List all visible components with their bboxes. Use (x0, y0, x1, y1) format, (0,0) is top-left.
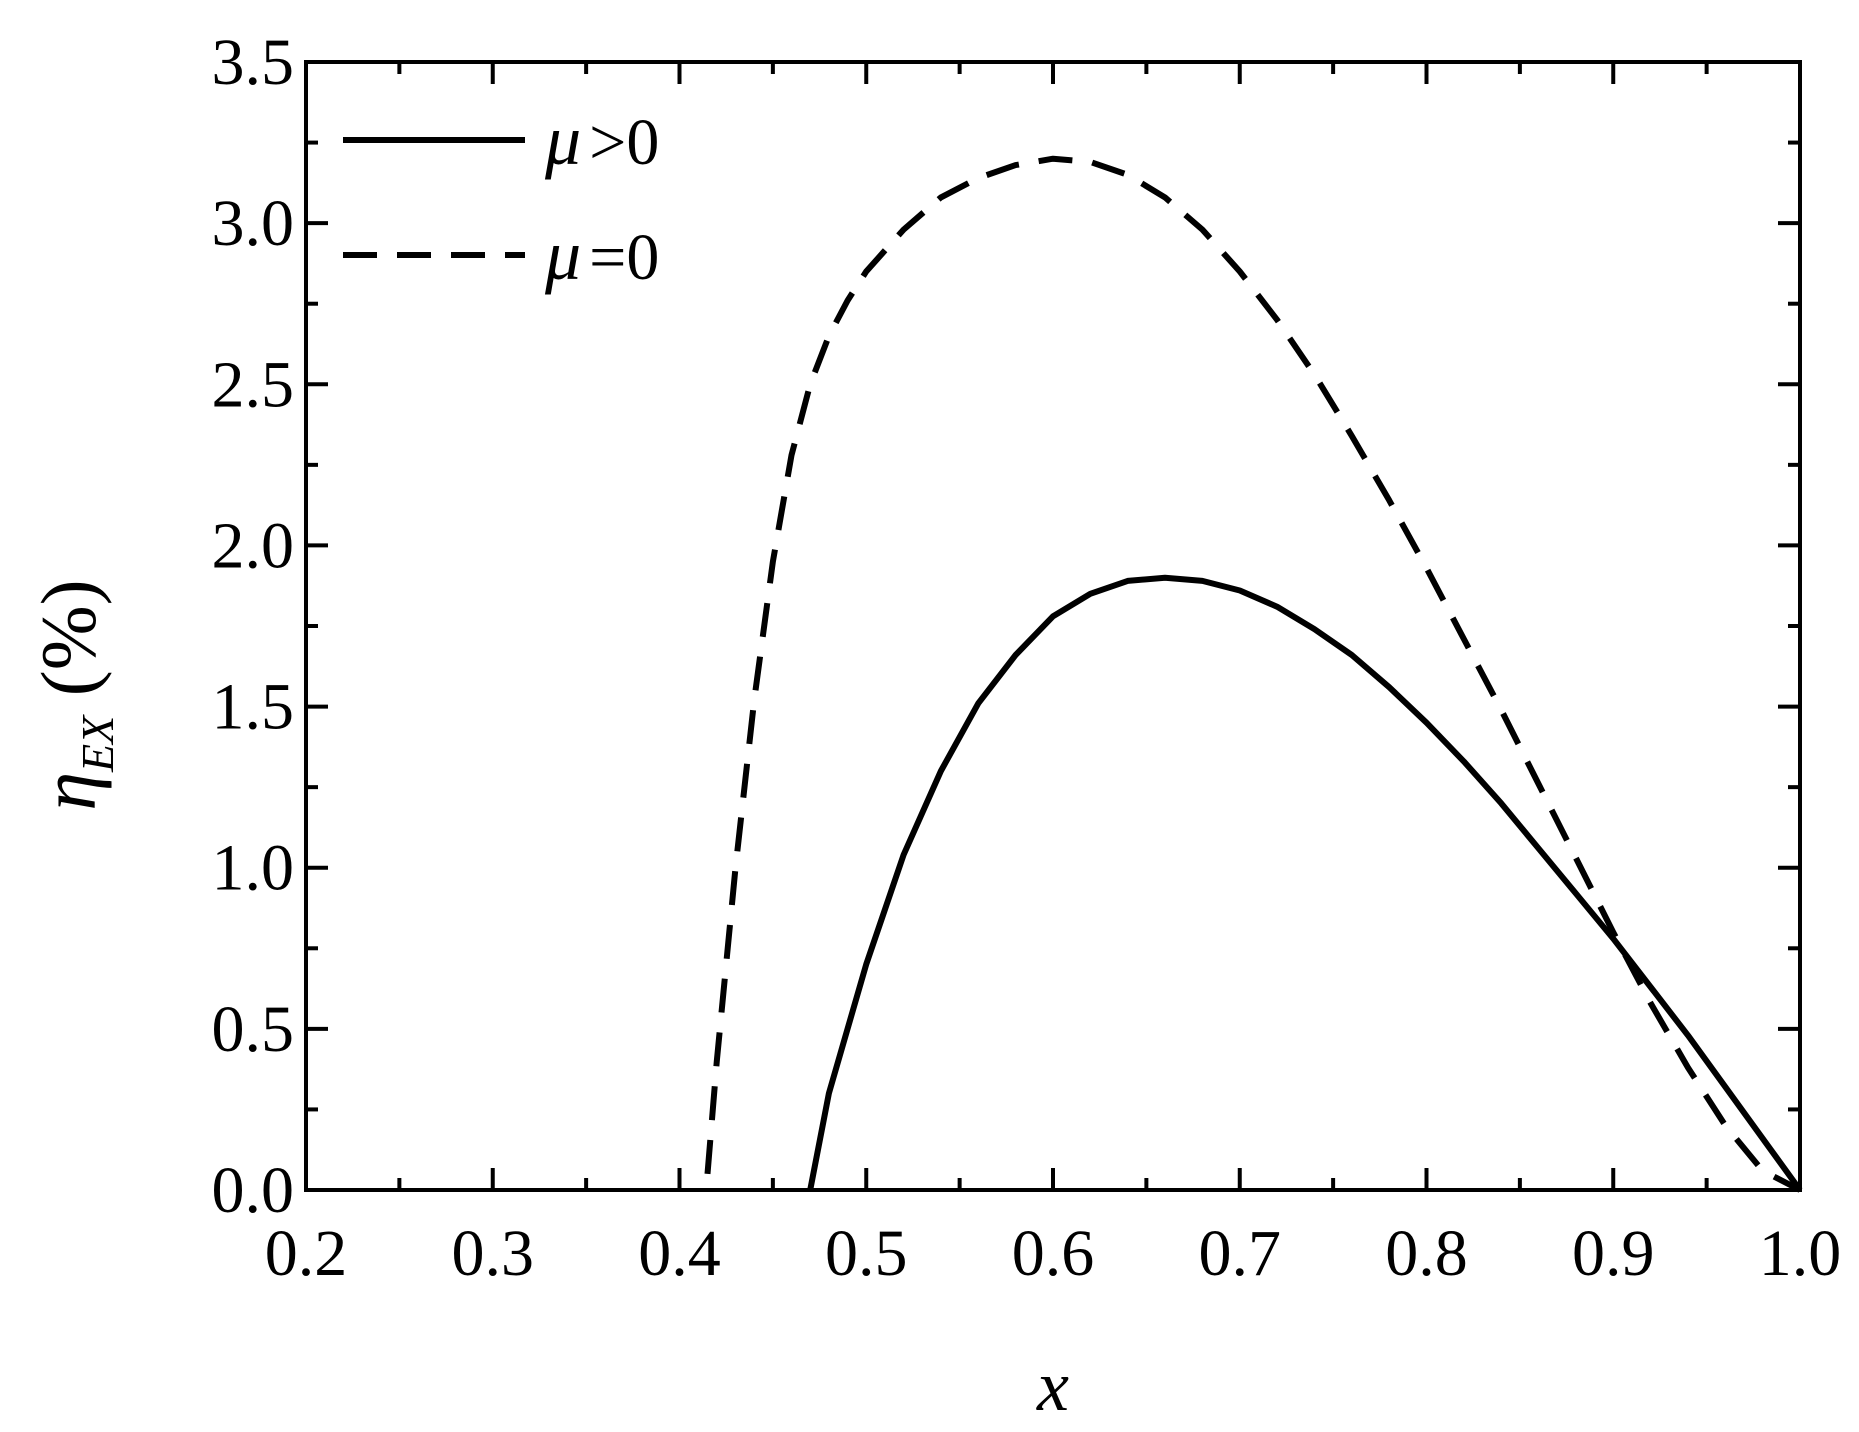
legend-label: μ >0 (544, 100, 659, 180)
x-tick-label: 1.0 (1759, 1217, 1842, 1290)
legend-label: μ =0 (544, 215, 659, 295)
x-tick-label: 0.8 (1385, 1217, 1468, 1290)
y-tick-label: 1.0 (212, 832, 295, 905)
legend-label-condition: =0 (589, 221, 659, 294)
x-tick-label: 0.3 (452, 1217, 535, 1290)
y-tick-label: 3.5 (212, 26, 295, 99)
legend-label-condition: >0 (589, 106, 659, 179)
y-tick-label: 2.0 (212, 509, 295, 582)
y-axis-label-symbol: η (25, 772, 112, 811)
y-tick-label: 2.5 (212, 348, 295, 421)
y-axis-label-gap (25, 696, 112, 716)
y-axis-label: ηEX (%) (25, 579, 123, 810)
y-axis-label-text: ηEX (%) (25, 579, 123, 810)
x-tick-label: 0.5 (825, 1217, 908, 1290)
y-tick-label: 3.0 (212, 187, 295, 260)
x-axis-label: x (1036, 1346, 1069, 1426)
x-tick-label: 0.2 (265, 1217, 348, 1290)
series-layer (704, 155, 1803, 1193)
axes-layer (304, 60, 1802, 1192)
y-axis-label-subscript: EX (72, 714, 123, 773)
x-tick-label: 0.7 (1199, 1217, 1282, 1290)
legend-label-symbol: μ (544, 100, 581, 180)
x-tick-label: 0.9 (1572, 1217, 1655, 1290)
y-tick-label: 0.0 (212, 1154, 295, 1227)
y-tick-label: 1.5 (212, 671, 295, 744)
ticks-layer: 0.2 0.3 0.4 0.5 0.6 0.7 0.8 0.9 1.0 0.0 0.5 1.0 1.5 2… (212, 26, 1842, 1290)
legend-label-symbol: μ (544, 215, 581, 295)
y-tick-label: 0.5 (212, 993, 295, 1066)
x-tick-label: 0.6 (1012, 1217, 1095, 1290)
series-line-mu-positive (807, 574, 1803, 1192)
legend: μ >0μ =0 (343, 100, 659, 295)
axis-labels: x ηEX (%) (25, 579, 1069, 1426)
series-line-mu-zero (704, 155, 1802, 1193)
y-axis-label-unit: (%) (25, 579, 112, 696)
x-tick-label: 0.4 (638, 1217, 721, 1290)
plot-frame (304, 60, 1802, 1192)
